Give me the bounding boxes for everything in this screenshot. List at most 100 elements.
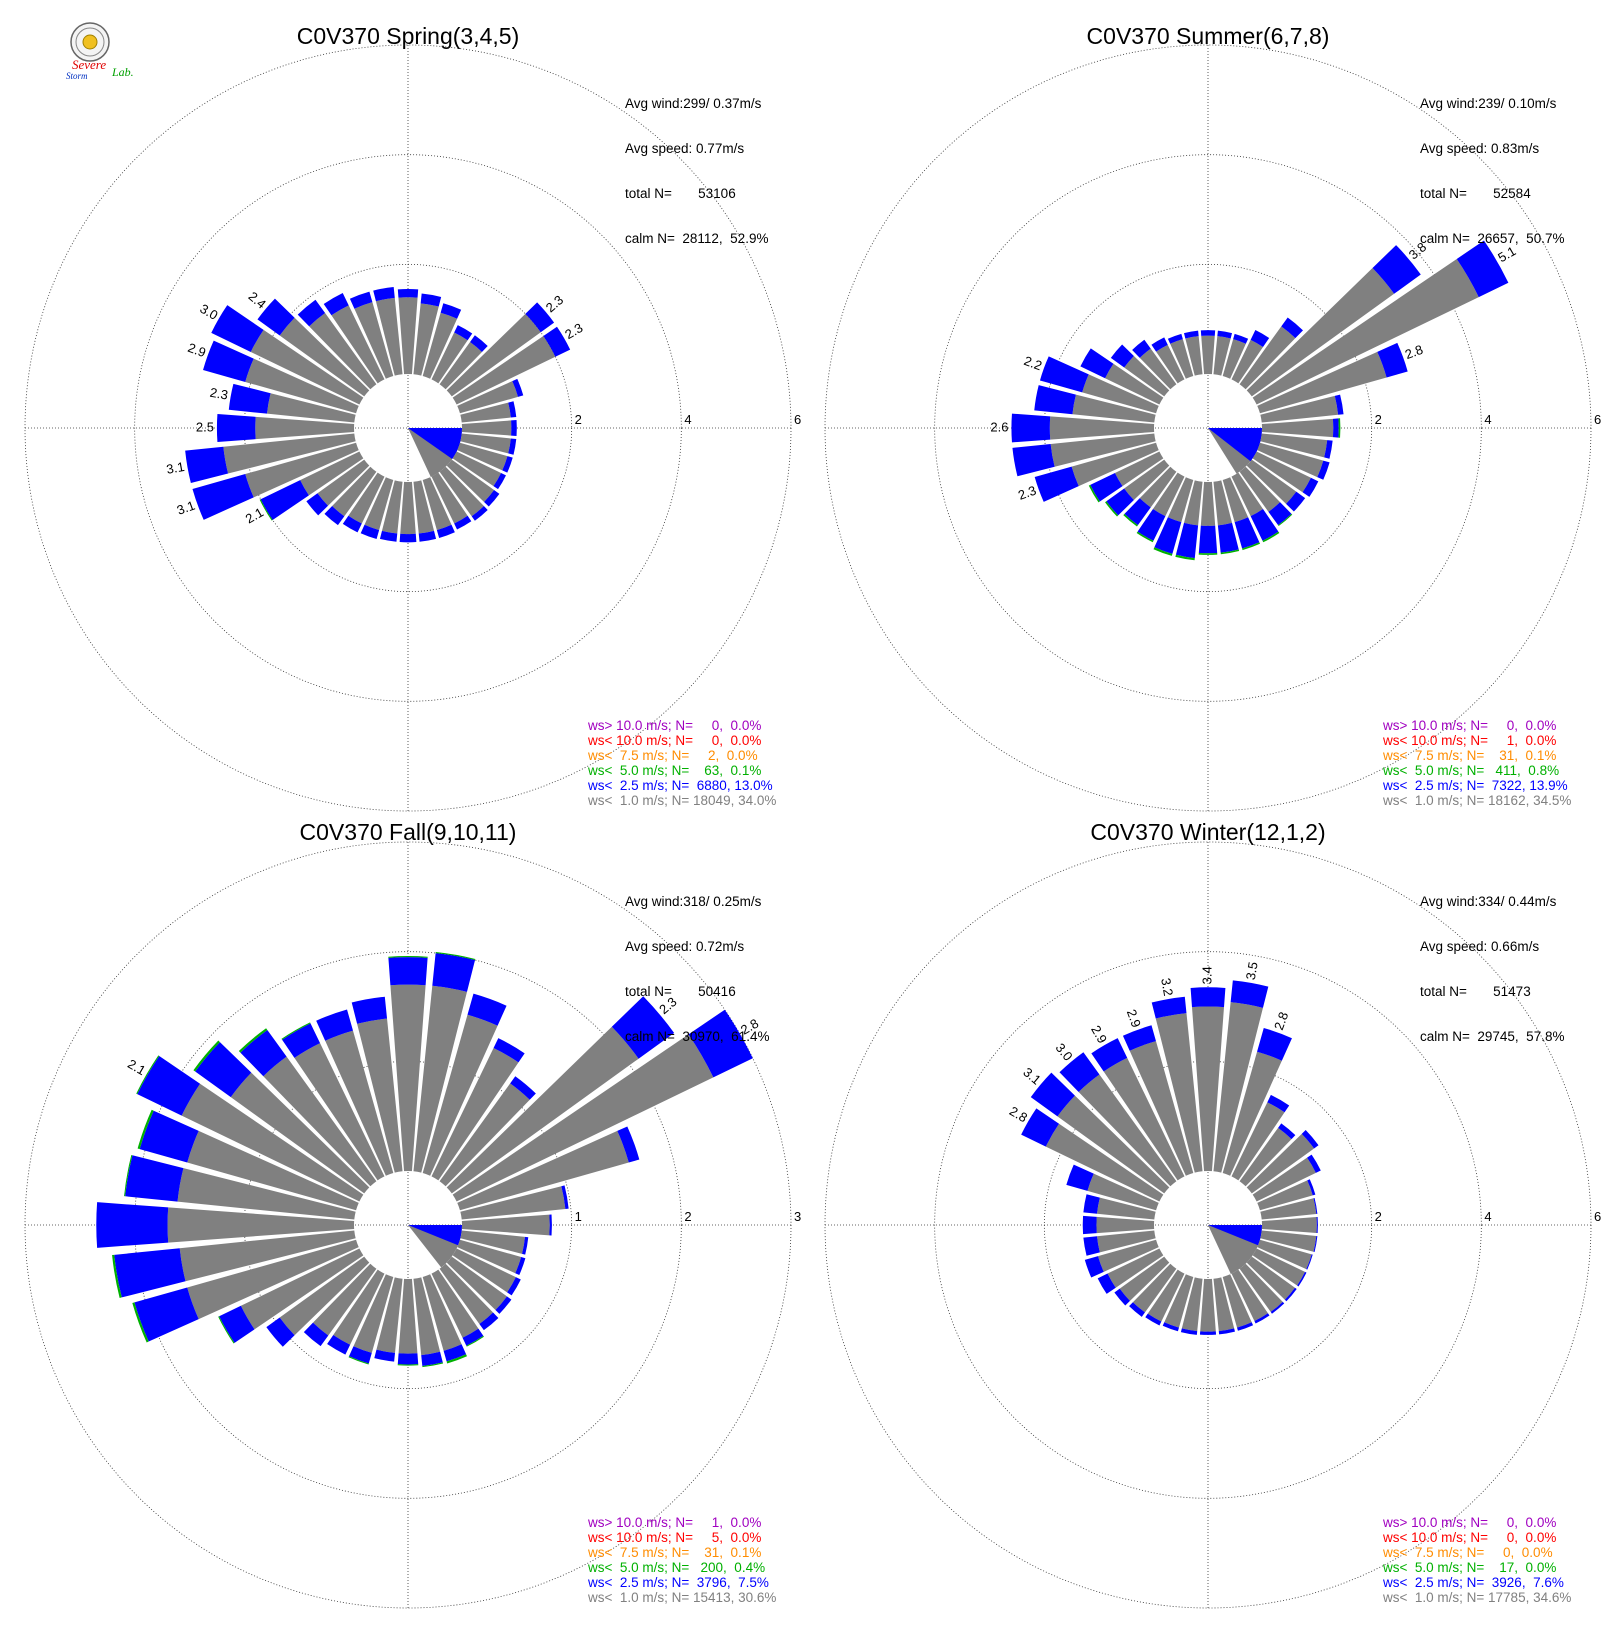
bar-segment-blue xyxy=(1313,1198,1318,1215)
bar-140 xyxy=(439,1263,499,1331)
legend: ws> 10.0 m/s; N= 0, 0.0% ws< 10.0 m/s; N=… xyxy=(1383,718,1571,808)
bar-segment-calm xyxy=(1239,466,1281,512)
bar-segment-calm xyxy=(398,297,418,375)
bar-210 xyxy=(342,472,385,533)
bar-segment-blue xyxy=(125,1155,184,1202)
bar-40 xyxy=(439,1076,536,1187)
bar-20 xyxy=(1222,333,1249,379)
bar-segment-calm xyxy=(1222,1274,1252,1328)
bar-segment-green xyxy=(348,1356,369,1365)
bar-segment-calm xyxy=(332,466,377,517)
bar-segment-calm xyxy=(422,1274,462,1351)
bar-segment-blue xyxy=(1270,1301,1285,1314)
bar-160 xyxy=(422,1274,467,1364)
bar-segment-blue xyxy=(379,530,398,542)
bar-segment-blue xyxy=(1268,502,1292,526)
wind-rose-fall-plot: C0V370 Fall(9,10,11)1 2 32.12.32.8 xyxy=(24,819,801,1609)
bar-segment-calm xyxy=(317,459,370,506)
bar-segment-calm xyxy=(255,416,355,440)
bar-260 xyxy=(112,1230,356,1298)
bar-segment-blue xyxy=(420,293,442,307)
bar-segment-blue xyxy=(1257,1027,1292,1061)
bar-segment-calm xyxy=(1231,339,1264,384)
bar-segment-blue xyxy=(493,1038,525,1063)
bar-130 xyxy=(1246,459,1306,512)
bar-segment-calm xyxy=(348,472,385,524)
ring-4 xyxy=(934,154,1482,702)
bar-segment-calm xyxy=(1261,418,1334,438)
bar-200 xyxy=(348,1274,394,1365)
bar-230 xyxy=(306,459,370,516)
bar-segment-calm xyxy=(381,480,403,534)
bar-340 xyxy=(316,1009,394,1176)
bar-40 xyxy=(1239,317,1303,390)
bar-segment-calm xyxy=(1246,268,1395,397)
bar-110 xyxy=(457,1239,526,1276)
bar-segment-calm xyxy=(179,1230,356,1282)
bar-segment-calm xyxy=(1213,1277,1235,1332)
bar-segment-calm xyxy=(1200,1278,1216,1332)
bar-270: 2.6 xyxy=(990,413,1155,443)
bar-segment-blue xyxy=(306,493,329,516)
bar-segment-calm xyxy=(333,1269,385,1345)
bar-170 xyxy=(1213,1277,1235,1335)
bar-100 xyxy=(1260,433,1333,459)
bar-label: 2.3 xyxy=(209,385,229,403)
bar-segment-calm xyxy=(353,1274,394,1353)
bar-segment-blue xyxy=(479,1312,499,1331)
bar-label: 3.5 xyxy=(1243,961,1261,981)
bar-segment-calm xyxy=(1252,1248,1305,1286)
bar-label: 2.1 xyxy=(243,504,266,526)
legend-item: ws> 10.0 m/s; N= 1, 0.0% xyxy=(588,1515,762,1530)
bar-320 xyxy=(1132,339,1177,390)
bar-220 xyxy=(1129,1263,1177,1317)
bar-segment-calm xyxy=(1098,1239,1159,1272)
bar-70: 2.8 xyxy=(1257,342,1425,414)
ring-label: 2 xyxy=(1375,1209,1382,1224)
bar-segment-blue xyxy=(327,1334,351,1355)
bar-segment-green xyxy=(1220,549,1240,555)
bar-segment-calm xyxy=(1213,480,1233,526)
bar-20 xyxy=(422,303,462,379)
chart-title: C0V370 Spring(3,4,5) xyxy=(297,23,519,49)
bar-segment-blue xyxy=(211,305,264,352)
bar-180 xyxy=(1198,481,1218,555)
bar-segment-green xyxy=(1175,554,1195,561)
bar-40 xyxy=(439,335,488,390)
bar-label: 2.8 xyxy=(1271,1010,1291,1032)
bar-segment-calm xyxy=(1252,1157,1316,1202)
bar-segment-blue xyxy=(418,530,437,542)
bar-segment-calm xyxy=(1260,433,1328,458)
bar-segment-calm xyxy=(1213,336,1231,376)
bar-segment-blue xyxy=(1132,339,1151,358)
legend: ws> 10.0 m/s; N= 0, 0.0% ws< 10.0 m/s; N=… xyxy=(588,718,776,808)
total-count: total N= 51473 xyxy=(1420,984,1531,999)
bar-segment-blue xyxy=(1267,1094,1290,1113)
bar-120 xyxy=(1252,451,1319,497)
bar-segment-blue xyxy=(1097,1273,1116,1294)
bar-segment-blue xyxy=(1011,413,1051,443)
bar-segment-calm xyxy=(461,420,512,436)
bar-10 xyxy=(1213,330,1233,376)
bar-segment-calm xyxy=(245,358,359,414)
bar-segment-green xyxy=(1278,513,1293,527)
bar-segment-green xyxy=(446,1354,467,1364)
bar-segment-calm xyxy=(1082,374,1159,414)
bar-segment-calm xyxy=(177,1168,356,1220)
bar-segment-blue xyxy=(549,1214,552,1236)
bar-segment-calm xyxy=(263,1056,377,1187)
bar-segment-calm xyxy=(1260,395,1339,423)
bar-segment-calm xyxy=(446,1026,639,1194)
bar-segment-green xyxy=(1153,547,1173,556)
bar-segment-green xyxy=(238,1028,268,1053)
bar-segment-blue xyxy=(1199,1331,1217,1335)
bar-segment-blue xyxy=(1237,1322,1254,1331)
bar-segment-blue xyxy=(1137,508,1166,541)
bar-segment-blue xyxy=(1254,1313,1270,1324)
bar-segment-calm xyxy=(279,317,370,397)
avg-wind: Avg wind:299/ 0.37m/s xyxy=(625,96,762,111)
bar-290 xyxy=(1066,1164,1159,1211)
bar-segment-blue xyxy=(96,1202,169,1248)
bar-segment-blue xyxy=(1021,1108,1060,1147)
legend-item: ws< 10.0 m/s; N= 1, 0.0% xyxy=(1383,733,1557,748)
